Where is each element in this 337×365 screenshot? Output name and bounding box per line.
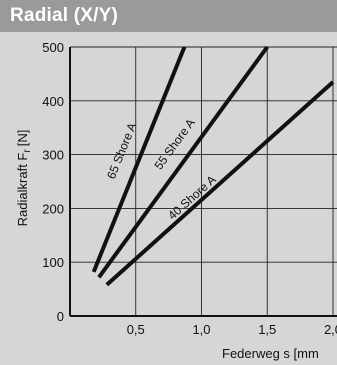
y-tick-label-3: 300 bbox=[42, 148, 64, 163]
x-ticks: 0,5 1,0 1,5 2,0 bbox=[127, 322, 337, 337]
y-ticks: 0 100 200 300 400 500 bbox=[42, 40, 64, 324]
y-tick-label-4: 400 bbox=[42, 94, 64, 109]
y-tick-label-1: 100 bbox=[42, 255, 64, 270]
y-tick-label-2: 200 bbox=[42, 201, 64, 216]
x-tick-label-1: 1,0 bbox=[192, 322, 210, 337]
x-tick-label-0: 0,5 bbox=[127, 322, 145, 337]
x-tick-label-2: 1,5 bbox=[258, 322, 276, 337]
header-title: Radial (X/Y) bbox=[10, 5, 118, 26]
header-bar: Radial (X/Y) bbox=[0, 0, 337, 32]
series-label-1: 55 Shore A bbox=[151, 116, 197, 172]
grid bbox=[70, 46, 337, 316]
x-axis-label: Federweg s [mm bbox=[222, 346, 319, 361]
axes bbox=[69, 47, 337, 317]
series-line-0 bbox=[91, 46, 187, 273]
x-tick-label-3: 2,0 bbox=[324, 322, 337, 337]
y-axis-label: Radialkraft Fr[N] bbox=[15, 130, 33, 227]
series-lines: 65 Shore A 55 Shore A40 Shore A bbox=[91, 45, 335, 287]
series-line-1 bbox=[97, 45, 269, 279]
y-tick-label-0: 0 bbox=[57, 309, 64, 324]
series-line-2 bbox=[105, 80, 335, 287]
series-label-2: 40 Shore A bbox=[165, 172, 219, 222]
y-tick-label-5: 500 bbox=[42, 40, 64, 55]
